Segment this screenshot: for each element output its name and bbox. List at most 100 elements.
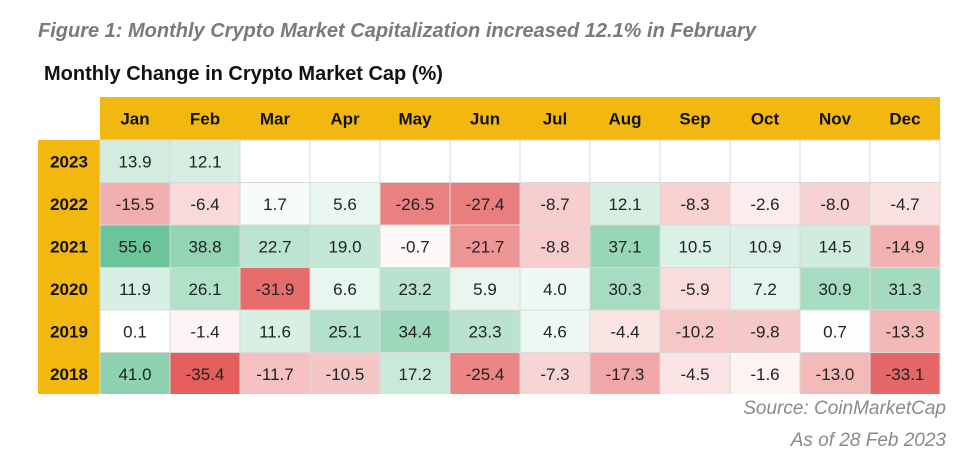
heatmap-cell bbox=[869, 352, 941, 394]
heatmap-cell bbox=[799, 352, 871, 394]
heatmap-cell bbox=[169, 224, 241, 268]
cell-value-label: 31.3 bbox=[888, 280, 921, 299]
cell-value-label: 23.2 bbox=[398, 280, 431, 299]
year-column-band bbox=[38, 140, 100, 394]
heatmap-cell bbox=[239, 139, 311, 183]
cell-value-label: 34.4 bbox=[398, 322, 431, 341]
month-header-band bbox=[100, 97, 940, 140]
cell-value-label: -0.7 bbox=[400, 237, 429, 256]
heatmap-cell bbox=[589, 224, 661, 268]
cell-value-label: 14.5 bbox=[818, 237, 851, 256]
heatmap-cell bbox=[799, 139, 871, 183]
cell-value-label: -1.6 bbox=[750, 365, 779, 384]
year-label: 2020 bbox=[50, 280, 88, 299]
cell-value-label: -1.4 bbox=[190, 322, 219, 341]
month-label: Jun bbox=[470, 110, 500, 129]
cell-value-label: 26.1 bbox=[188, 280, 221, 299]
cell-value-label: 4.0 bbox=[543, 280, 567, 299]
cell-value-label: 17.2 bbox=[398, 365, 431, 384]
cell-value-label: -25.4 bbox=[466, 365, 505, 384]
heatmap-cell bbox=[519, 139, 591, 183]
heatmap-cell bbox=[309, 309, 381, 353]
heatmap-cell bbox=[379, 139, 451, 183]
heatmap-cell bbox=[379, 267, 451, 311]
cell-value-label: -14.9 bbox=[886, 237, 925, 256]
heatmap-cell bbox=[589, 139, 661, 183]
heatmap-cell bbox=[869, 309, 941, 353]
heatmap-cell bbox=[519, 309, 591, 353]
cell-value-label: -10.2 bbox=[676, 322, 715, 341]
cell-value-label: -8.3 bbox=[680, 195, 709, 214]
cell-value-label: 30.9 bbox=[818, 280, 851, 299]
cell-value-label: -17.3 bbox=[606, 365, 645, 384]
heatmap-cell bbox=[519, 224, 591, 268]
cell-value-label: 0.1 bbox=[123, 322, 147, 341]
cell-value-label: 22.7 bbox=[258, 237, 291, 256]
heatmap-cell bbox=[99, 139, 171, 183]
month-label: Apr bbox=[330, 110, 360, 129]
cell-value-label: 55.6 bbox=[118, 237, 151, 256]
year-label: 2023 bbox=[50, 152, 88, 171]
heatmap-cell bbox=[309, 182, 381, 226]
heatmap-cell bbox=[99, 352, 171, 394]
cell-value-label: -9.8 bbox=[750, 322, 779, 341]
cell-value-label: -15.5 bbox=[116, 195, 155, 214]
cell-value-label: -10.5 bbox=[326, 365, 365, 384]
heatmap-cell bbox=[239, 224, 311, 268]
cell-value-label: -4.7 bbox=[890, 195, 919, 214]
heatmap-cell bbox=[729, 309, 801, 353]
month-label: Mar bbox=[260, 110, 291, 129]
heatmap-cell bbox=[869, 224, 941, 268]
heatmap-cell bbox=[239, 267, 311, 311]
heatmap-cell bbox=[869, 139, 941, 183]
heatmap-cell bbox=[309, 224, 381, 268]
cell-value-label: 4.6 bbox=[543, 322, 567, 341]
as-of-date: As of 28 Feb 2023 bbox=[790, 430, 946, 451]
heatmap-cell bbox=[799, 267, 871, 311]
cell-value-label: 5.6 bbox=[333, 195, 357, 214]
heatmap-chart: Jan Feb Mar Apr May Jun Jul Aug Sep Oct Nov Dec 2023… bbox=[38, 97, 941, 394]
source-label: Source: CoinMarketCap bbox=[743, 398, 946, 419]
heatmap-cell bbox=[449, 224, 521, 268]
cell-value-label: 10.5 bbox=[678, 237, 711, 256]
cell-value-label: -33.1 bbox=[886, 365, 925, 384]
cell-value-label: 7.2 bbox=[753, 280, 777, 299]
heatmap-cell bbox=[169, 139, 241, 183]
cell-value-label: -27.4 bbox=[466, 195, 505, 214]
heatmap-cell bbox=[169, 309, 241, 353]
heatmap-cell bbox=[659, 224, 731, 268]
cell-value-label: -5.9 bbox=[680, 280, 709, 299]
month-label: Jan bbox=[120, 110, 149, 129]
heatmap-cell bbox=[449, 182, 521, 226]
heatmap-cell bbox=[799, 309, 871, 353]
month-label: Jul bbox=[543, 110, 568, 129]
cell-value-label: 38.8 bbox=[188, 237, 221, 256]
cell-value-label: -4.4 bbox=[610, 322, 639, 341]
cell-value-label: 37.1 bbox=[608, 237, 641, 256]
cell-value-label: -4.5 bbox=[680, 365, 709, 384]
heatmap-cell bbox=[309, 139, 381, 183]
heatmap-cell bbox=[729, 182, 801, 226]
cell-value-label: -13.0 bbox=[816, 365, 855, 384]
cell-value-label: -21.7 bbox=[466, 237, 505, 256]
cell-value-label: -7.3 bbox=[540, 365, 569, 384]
month-label: Dec bbox=[889, 110, 920, 129]
cell-value-label: 13.9 bbox=[118, 152, 151, 171]
heatmap-cell bbox=[99, 182, 171, 226]
heatmap-cell bbox=[379, 352, 451, 394]
heatmap-cell bbox=[729, 267, 801, 311]
figure-caption: Figure 1: Monthly Crypto Market Capitali… bbox=[38, 20, 756, 42]
cell-value-label: 19.0 bbox=[328, 237, 361, 256]
cell-value-label: 6.6 bbox=[333, 280, 357, 299]
heatmap-cell bbox=[239, 352, 311, 394]
heatmap-cell bbox=[729, 139, 801, 183]
cell-value-label: -8.8 bbox=[540, 237, 569, 256]
heatmap-cell bbox=[799, 224, 871, 268]
heatmap-cell bbox=[169, 352, 241, 394]
cell-value-label: 11.9 bbox=[119, 280, 151, 299]
cell-value-label: -2.6 bbox=[750, 195, 779, 214]
cell-value-label: -8.7 bbox=[540, 195, 569, 214]
year-label: 2018 bbox=[50, 365, 88, 384]
cell-value-label: 41.0 bbox=[118, 365, 151, 384]
month-label: Nov bbox=[819, 110, 852, 129]
